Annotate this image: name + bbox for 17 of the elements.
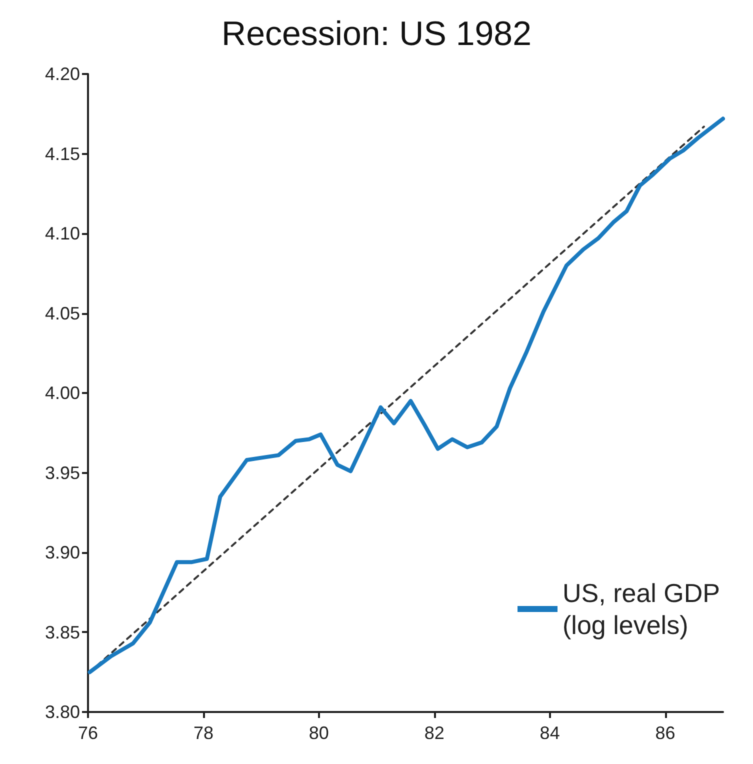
y-tick-label: 4.15 <box>44 144 80 164</box>
chart-title: Recession: US 1982 <box>222 15 532 53</box>
x-tick-label: 76 <box>78 723 98 743</box>
x-tick-label: 86 <box>655 723 676 743</box>
y-tick-label: 4.20 <box>44 64 80 84</box>
y-tick-label: 3.90 <box>44 542 80 562</box>
legend-label: US, real GDP (log levels) <box>562 578 720 640</box>
y-tick-label: 3.95 <box>44 462 80 483</box>
y-tick-label: 4.10 <box>44 224 80 244</box>
x-tick-label: 84 <box>540 723 560 743</box>
x-tick-label: 82 <box>424 723 444 743</box>
x-tick-label: 80 <box>308 723 329 743</box>
y-tick-label: 3.80 <box>44 702 80 722</box>
x-tick-label: 78 <box>193 723 214 743</box>
y-tick-label: 4.00 <box>44 383 80 403</box>
y-tick-label: 4.05 <box>44 303 80 324</box>
y-tick-label: 3.85 <box>44 622 80 642</box>
